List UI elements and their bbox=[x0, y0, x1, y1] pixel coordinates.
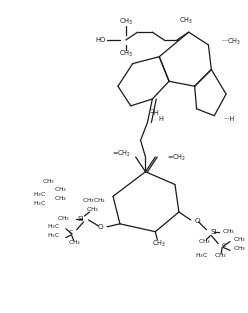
Text: Si: Si bbox=[210, 229, 217, 235]
Text: CH$_3$: CH$_3$ bbox=[119, 17, 133, 28]
Text: CH$_3$: CH$_3$ bbox=[179, 16, 193, 26]
Text: CH$_3$: CH$_3$ bbox=[58, 214, 71, 223]
Text: CH$_3$: CH$_3$ bbox=[214, 251, 227, 260]
Text: ···CH$_3$: ···CH$_3$ bbox=[221, 37, 241, 47]
Text: H$_3$C: H$_3$C bbox=[47, 222, 61, 231]
Text: CH$_3$CH$_3$: CH$_3$CH$_3$ bbox=[82, 196, 106, 205]
Text: CH$_3$: CH$_3$ bbox=[198, 237, 211, 246]
Text: H$_3$C: H$_3$C bbox=[33, 190, 47, 199]
Text: CH$_3$: CH$_3$ bbox=[119, 49, 133, 59]
Text: H: H bbox=[158, 116, 163, 122]
Text: CH$_3$: CH$_3$ bbox=[54, 185, 68, 194]
Text: ···H: ···H bbox=[223, 116, 234, 122]
Text: C: C bbox=[68, 230, 73, 235]
Text: CH$_3$: CH$_3$ bbox=[152, 239, 166, 249]
Text: CH$_3$: CH$_3$ bbox=[233, 235, 246, 244]
Text: CH$_3$: CH$_3$ bbox=[68, 238, 81, 247]
Text: H$_3$C: H$_3$C bbox=[47, 231, 61, 240]
Text: CH$_3$: CH$_3$ bbox=[233, 244, 246, 253]
Text: H$_3$C: H$_3$C bbox=[33, 199, 47, 208]
Text: H$_3$C: H$_3$C bbox=[195, 251, 208, 260]
Text: HO: HO bbox=[95, 37, 105, 43]
Text: Si: Si bbox=[78, 216, 85, 222]
Text: C: C bbox=[221, 243, 225, 248]
Text: CH$_3$: CH$_3$ bbox=[42, 177, 56, 186]
Text: =CH$_2$: =CH$_2$ bbox=[167, 153, 186, 163]
Text: CH$_3$: CH$_3$ bbox=[54, 194, 68, 203]
Text: =CH$_2$: =CH$_2$ bbox=[112, 149, 132, 159]
Text: CH$_3$: CH$_3$ bbox=[86, 205, 99, 213]
Text: O: O bbox=[195, 218, 200, 224]
Text: O: O bbox=[98, 224, 103, 230]
Text: CH$_3$: CH$_3$ bbox=[222, 227, 235, 236]
Text: ─̅H: ─̅H bbox=[150, 110, 159, 116]
